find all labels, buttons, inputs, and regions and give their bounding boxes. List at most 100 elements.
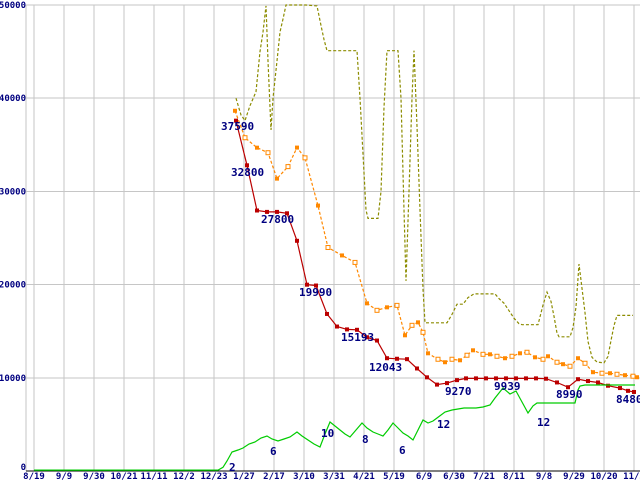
data-point-marker — [234, 118, 238, 123]
data-point-marker — [443, 360, 447, 365]
data-point-marker — [420, 329, 426, 335]
data-point-marker — [626, 388, 630, 393]
data-point-marker — [555, 380, 559, 385]
green-count-series — [34, 384, 635, 471]
data-point-marker — [582, 360, 588, 366]
data-point-marker — [394, 302, 400, 308]
x-tick-label: 7/21 — [473, 472, 495, 480]
data-value-label: 8 — [362, 433, 369, 446]
data-point-marker — [316, 203, 320, 208]
y-tick-label: 20000 — [0, 281, 26, 291]
data-point-marker — [623, 373, 627, 378]
data-point-marker — [586, 379, 590, 384]
data-point-marker — [614, 371, 620, 377]
data-point-marker — [365, 335, 369, 340]
y-tick-label: 10000 — [0, 374, 26, 384]
data-point-marker — [375, 338, 379, 343]
data-point-marker — [484, 376, 488, 381]
data-point-marker — [503, 356, 507, 361]
data-point-marker — [606, 383, 610, 388]
data-point-marker — [409, 322, 415, 328]
data-point-marker — [494, 353, 500, 359]
x-tick-label: 9/30 — [83, 472, 105, 480]
data-point-marker — [576, 377, 580, 382]
data-point-marker — [435, 382, 439, 387]
data-point-marker — [471, 348, 475, 353]
data-point-marker — [395, 356, 399, 361]
data-point-marker — [405, 357, 409, 362]
grid-lines — [25, 4, 640, 472]
data-point-marker — [305, 282, 309, 287]
data-point-marker — [425, 375, 429, 380]
x-tick-label: 8/19 — [23, 472, 45, 480]
data-point-marker — [275, 209, 279, 214]
x-tick-label: 1/27 — [233, 472, 255, 480]
x-tick-label: 3/10 — [293, 472, 315, 480]
x-tick-label: 11/11 — [140, 472, 167, 480]
data-point-marker — [255, 145, 259, 150]
data-point-marker — [596, 380, 600, 385]
data-point-marker — [302, 155, 308, 161]
data-value-label: 12043 — [369, 361, 402, 374]
data-point-marker — [608, 371, 612, 376]
data-point-marker — [630, 373, 636, 379]
data-point-marker — [255, 208, 259, 213]
data-point-marker — [509, 353, 515, 359]
data-point-marker — [474, 376, 478, 381]
data-point-marker — [285, 211, 289, 216]
data-point-marker — [415, 366, 419, 371]
red-price-series — [234, 118, 636, 394]
data-point-marker — [504, 376, 508, 381]
data-point-marker — [374, 307, 380, 313]
data-point-marker — [554, 359, 560, 365]
data-point-marker — [365, 301, 369, 306]
data-point-marker — [352, 259, 358, 265]
data-point-marker — [566, 385, 570, 390]
data-point-marker — [449, 356, 455, 362]
data-point-marker — [518, 351, 522, 356]
data-point-marker — [385, 356, 389, 361]
data-point-marker — [245, 163, 249, 168]
data-point-marker — [435, 356, 441, 362]
data-point-marker — [385, 305, 389, 310]
data-point-marker — [494, 376, 498, 381]
data-point-marker — [340, 253, 344, 258]
data-value-label: 27800 — [261, 213, 294, 226]
data-point-marker — [534, 376, 538, 381]
data-point-marker — [632, 389, 636, 394]
y-tick-label: 50000 — [0, 1, 26, 11]
x-tick-label: 3/31 — [323, 472, 345, 480]
data-value-label: 37590 — [221, 120, 254, 133]
x-tick-label: 4/21 — [353, 472, 375, 480]
y-tick-label: 40000 — [0, 94, 26, 104]
data-point-marker — [576, 356, 580, 361]
data-value-label: 15193 — [341, 331, 374, 344]
data-point-marker — [635, 375, 639, 380]
data-point-marker — [618, 386, 622, 391]
x-tick-label: 2/17 — [263, 472, 285, 480]
x-tick-label: 12/23 — [200, 472, 227, 480]
y-axis-labels: 0 10000 20000 30000 40000 50000 — [0, 1, 26, 473]
y-tick-label: 30000 — [0, 187, 26, 197]
data-point-marker — [445, 381, 449, 386]
x-tick-label: 9/9 — [56, 472, 72, 480]
data-value-label: 6 — [270, 445, 277, 458]
data-point-marker — [314, 283, 318, 288]
data-point-marker — [426, 351, 430, 356]
data-point-marker — [544, 376, 548, 381]
data-value-label: 8990 — [556, 388, 583, 401]
data-point-marker — [458, 358, 462, 363]
data-value-label: 9939 — [494, 380, 521, 393]
data-value-label: 32800 — [231, 166, 264, 179]
data-value-labels: 37590 32800 27800 19990 15193 12043 9270 9939 89… — [221, 120, 640, 474]
y-tick-label: 0 — [21, 463, 26, 473]
x-tick-label: 12/2 — [173, 472, 195, 480]
data-value-label: 12 — [437, 418, 450, 431]
data-point-marker — [524, 376, 528, 381]
data-point-marker — [355, 327, 359, 332]
data-value-label: 19990 — [299, 286, 332, 299]
data-value-label: 2 — [229, 461, 236, 474]
data-point-marker — [403, 333, 407, 338]
